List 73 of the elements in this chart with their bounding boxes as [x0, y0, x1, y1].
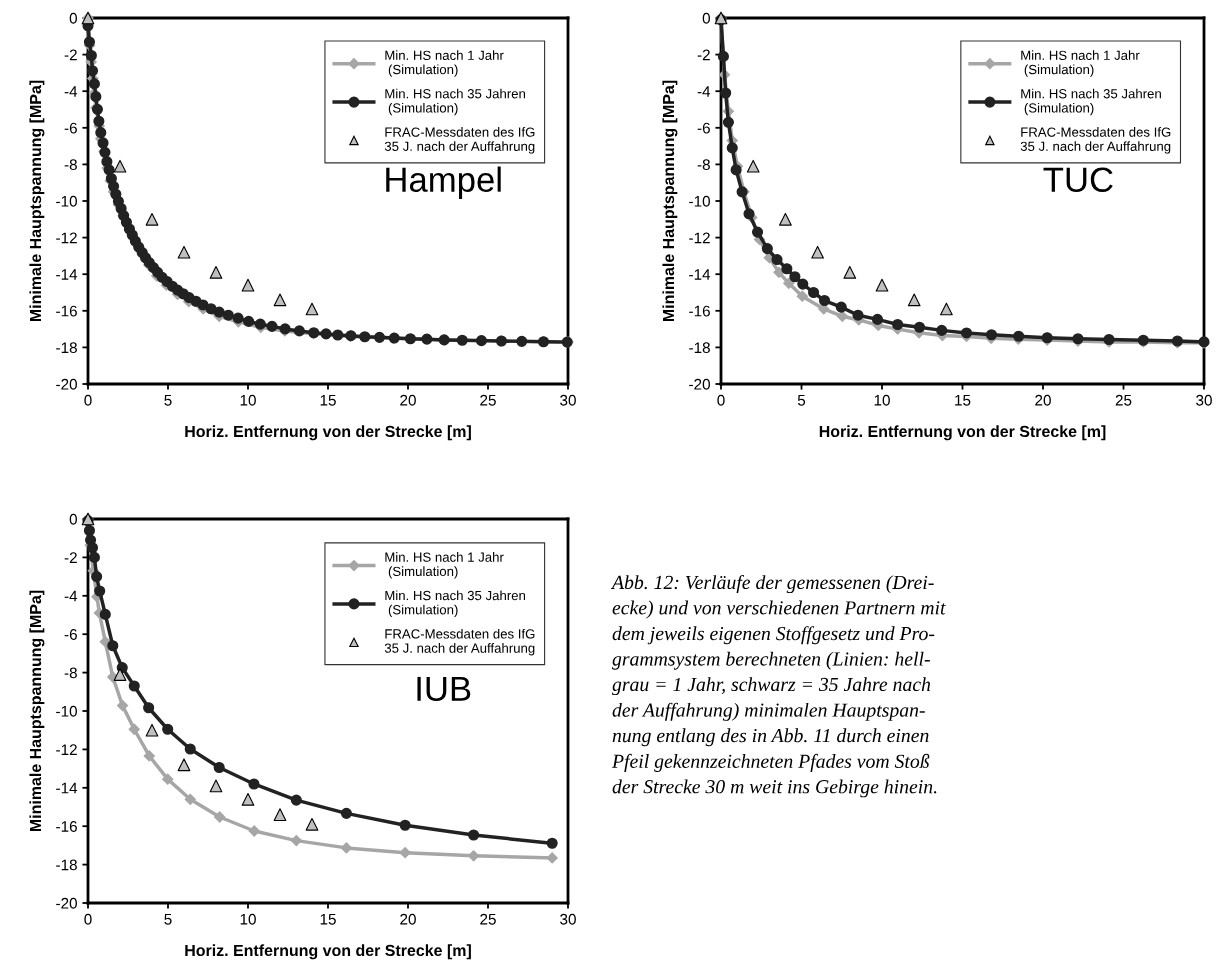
y-tick-label: -16: [56, 821, 77, 832]
x-tick-label: 5: [164, 913, 172, 925]
y-tick-label: -10: [689, 195, 710, 207]
annotation: Hampel: [386, 166, 501, 199]
annotation: IUB: [417, 676, 471, 702]
x-tick-label: 25: [1115, 394, 1132, 406]
x-tick-label: 15: [955, 394, 971, 406]
legend-label: Min. HS nach 35 Jahren (Simulation): [385, 88, 526, 116]
x-tick-label: 0: [84, 913, 92, 925]
y-axis-title: Minimale Hauptspannung [MPa]: [29, 590, 45, 832]
y-tick-label: -20: [56, 378, 77, 390]
x-tick-label: 0: [84, 394, 92, 406]
y-tick-label: -4: [64, 590, 78, 602]
y-tick-label: -14: [689, 269, 711, 280]
legend-label: Min. HS nach 35 Jahren (Simulation): [1021, 88, 1161, 116]
legend-label: Min. HS nach 1 Jahr (Simulation): [385, 552, 504, 579]
x-tick-label: 30: [560, 394, 576, 406]
y-tick-label: -16: [56, 305, 77, 317]
y-tick-label: -12: [689, 232, 710, 244]
y-tick-label: -8: [64, 159, 77, 171]
x-tick-label: 10: [874, 394, 890, 406]
y-tick-label: -18: [56, 342, 77, 354]
y-tick-label: -4: [64, 86, 78, 97]
y-tick-label: -2: [697, 49, 710, 61]
x-tick-label: 20: [400, 913, 416, 925]
y-tick-label: -4: [697, 86, 711, 97]
x-axis-title: Horiz. Entfernung von der Strecke [m]: [819, 425, 1106, 441]
y-tick-label: -12: [56, 744, 77, 755]
y-tick-label: -18: [689, 342, 710, 354]
x-tick-label: 5: [797, 394, 806, 406]
legend-label: Min. HS nach 1 Jahr (Simulation): [385, 50, 504, 77]
y-tick-label: -16: [689, 305, 710, 317]
x-tick-label: 10: [240, 913, 256, 925]
annotation: TUC: [1043, 167, 1113, 193]
x-tick-label: 30: [560, 913, 576, 925]
x-tick-label: 5: [164, 394, 172, 406]
y-tick-label: 0: [69, 513, 77, 525]
x-axis-title: Horiz. Entfernung von der Strecke [m]: [185, 944, 471, 960]
legend-label: FRAC-Messdaten des IfG 35 J. nach der Auffahrung: [1020, 127, 1171, 154]
x-tick-label: 20: [1035, 394, 1051, 406]
y-tick-label: -6: [697, 122, 710, 134]
y-tick-label: -6: [64, 122, 77, 134]
y-tick-label: 0: [702, 12, 710, 24]
x-tick-label: 15: [320, 394, 336, 406]
y-tick-label: -10: [56, 705, 77, 717]
y-tick-label: -20: [689, 378, 710, 390]
legend-label: FRAC-Messdaten des IfG 35 J. nach der Auffahrung: [384, 127, 535, 154]
y-tick-label: -20: [56, 897, 77, 909]
x-tick-label: 25: [480, 394, 496, 406]
y-tick-label: -18: [56, 859, 77, 871]
y-tick-label: -2: [64, 552, 77, 563]
y-tick-label: -14: [56, 269, 78, 280]
x-tick-label: 15: [320, 913, 336, 925]
x-tick-label: 30: [1196, 394, 1212, 406]
y-tick-label: -2: [64, 49, 77, 61]
y-axis-title: Minimale Hauptspannung [MPa]: [662, 80, 678, 322]
y-tick-label: -14: [56, 782, 78, 794]
y-tick-label: -8: [64, 667, 77, 679]
y-tick-label: -10: [56, 195, 77, 207]
x-tick-label: 10: [240, 394, 256, 406]
y-axis-title: Minimale Hauptspannung [MPa]: [29, 80, 45, 322]
legend-label: Min. HS nach 35 Jahren (Simulation): [385, 590, 526, 618]
text: Abb. 12: Verläufe der gemessenen (Drei- ecke) und von verschiedenen Partnern mit dem jeweils eigenen Stoffgesetz und Pro- grammsystem berechneten (Linien: hell- grau = 1 Jahr, schwarz = 35 Jahre nach der Auffahrung) minimalen Hauptspan- nung entlang des in Abb. 11 durch einen Pfeil gekennzeichneten Pfades vom Stoß der Strecke 30 m weit ins Gebirge hinein.: [610, 575, 946, 798]
x-tick-label: 20: [400, 394, 416, 406]
y-tick-label: -6: [64, 629, 77, 640]
x-tick-label: 25: [480, 913, 496, 925]
y-tick-label: -12: [56, 232, 77, 244]
x-axis-title: Horiz. Entfernung von der Strecke [m]: [185, 425, 471, 441]
y-tick-label: 0: [69, 12, 77, 24]
y-tick-label: -8: [697, 159, 710, 171]
legend-label: Min. HS nach 1 Jahr (Simulation): [1021, 50, 1140, 77]
x-tick-label: 0: [717, 394, 725, 406]
legend-label: FRAC-Messdaten des IfG 35 J. nach der Auffahrung: [384, 628, 535, 656]
